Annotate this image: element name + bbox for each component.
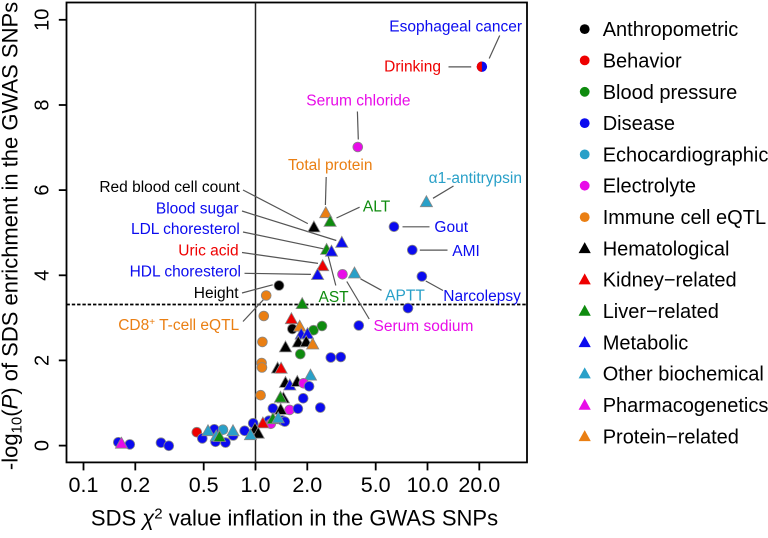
svg-text:HDL choresterol: HDL choresterol bbox=[130, 264, 241, 281]
svg-text:Electrolyte: Electrolyte bbox=[603, 176, 696, 198]
svg-text:Narcolepsy: Narcolepsy bbox=[443, 288, 521, 305]
svg-text:Liver−related: Liver−related bbox=[603, 301, 719, 323]
svg-text:Other biochemical: Other biochemical bbox=[603, 364, 764, 386]
svg-text:Anthropometric: Anthropometric bbox=[603, 19, 739, 41]
svg-text:Serum chloride: Serum chloride bbox=[306, 93, 410, 110]
svg-text:α1-antitrypsin: α1-antitrypsin bbox=[429, 170, 522, 187]
svg-text:-log10(P) of SDS enrichment in: -log10(P) of SDS enrichment in the GWAS … bbox=[0, 2, 26, 470]
svg-text:0.1: 0.1 bbox=[69, 473, 99, 497]
svg-text:Blood pressure: Blood pressure bbox=[603, 82, 738, 104]
svg-text:APTT: APTT bbox=[385, 287, 425, 304]
svg-text:10: 10 bbox=[32, 9, 54, 31]
svg-text:LDL choresterol: LDL choresterol bbox=[131, 221, 240, 238]
svg-text:Uric acid: Uric acid bbox=[178, 243, 238, 260]
svg-text:AMI: AMI bbox=[452, 243, 480, 260]
svg-text:Height: Height bbox=[194, 285, 239, 302]
svg-text:AST: AST bbox=[319, 289, 350, 306]
svg-text:10.0: 10.0 bbox=[407, 473, 449, 497]
svg-text:Immune cell eQTL: Immune cell eQTL bbox=[603, 207, 766, 229]
svg-text:Protein−related: Protein−related bbox=[603, 426, 739, 448]
svg-text:0: 0 bbox=[32, 440, 54, 451]
svg-text:CD8+ T-cell eQTL: CD8+ T-cell eQTL bbox=[118, 317, 239, 334]
svg-text:Metabolic: Metabolic bbox=[603, 332, 689, 354]
svg-text:5.0: 5.0 bbox=[361, 473, 391, 497]
svg-text:Kidney−related: Kidney−related bbox=[603, 270, 737, 292]
svg-text:Drinking: Drinking bbox=[384, 59, 441, 76]
svg-text:20.0: 20.0 bbox=[458, 473, 500, 497]
svg-text:8: 8 bbox=[32, 99, 54, 110]
svg-text:Total protein: Total protein bbox=[288, 157, 372, 174]
svg-text:0.2: 0.2 bbox=[120, 473, 150, 497]
svg-text:Echocardiographic: Echocardiographic bbox=[603, 144, 768, 166]
svg-text:Hematological: Hematological bbox=[603, 238, 730, 260]
svg-text:0.5: 0.5 bbox=[189, 473, 219, 497]
svg-text:2.0: 2.0 bbox=[292, 473, 322, 497]
svg-text:Gout: Gout bbox=[434, 219, 468, 236]
svg-text:Pharmacogenetics: Pharmacogenetics bbox=[603, 395, 768, 417]
svg-text:SDS χ2 value inflation in the: SDS χ2 value inflation in the GWAS SNPs bbox=[91, 506, 498, 531]
svg-text:6: 6 bbox=[32, 185, 54, 196]
svg-text:ALT: ALT bbox=[363, 199, 391, 216]
svg-text:Blood sugar: Blood sugar bbox=[156, 200, 239, 217]
svg-text:Disease: Disease bbox=[603, 113, 675, 135]
svg-text:Red blood cell count: Red blood cell count bbox=[99, 179, 240, 196]
svg-text:Esophageal cancer: Esophageal cancer bbox=[389, 19, 522, 36]
svg-text:1.0: 1.0 bbox=[241, 473, 271, 497]
svg-text:Behavior: Behavior bbox=[603, 50, 682, 72]
svg-text:4: 4 bbox=[32, 270, 54, 281]
svg-text:Serum sodium: Serum sodium bbox=[374, 318, 474, 335]
svg-text:2: 2 bbox=[32, 355, 54, 366]
